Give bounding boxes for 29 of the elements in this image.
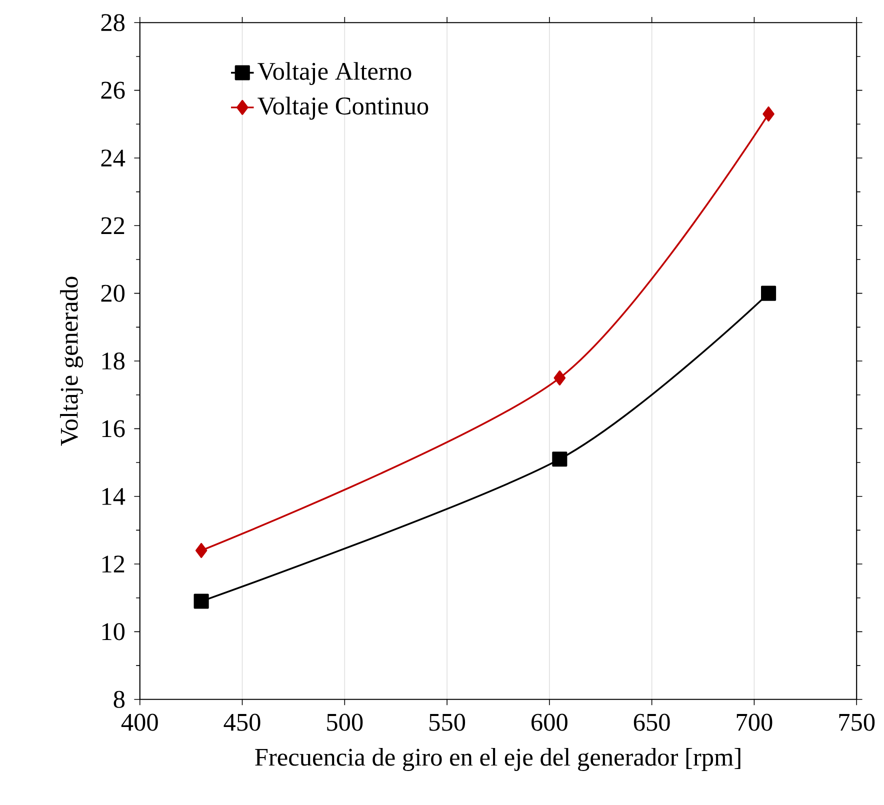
x-tick-label: 650 [634,714,670,732]
x-tick-label: 500 [327,714,363,732]
y-tick-label: 8 [114,691,125,708]
y-tick-label: 10 [102,623,125,640]
y-tick-label: 26 [101,82,125,100]
y-tick-label: 22 [101,217,124,234]
x-tick-label: 600 [532,714,568,732]
y-axis-title: Voltaje generado [60,276,84,446]
point [552,452,568,467]
x-tick-label: 550 [430,714,466,732]
legend-label: Voltaje Alterno [258,62,412,86]
x-axis-title: Frecuencia de giro en el eje del generador [rpm] [255,748,740,772]
x-tick-label: 750 [839,714,875,732]
x-tick-label: 700 [736,714,772,732]
y-tick-label: 14 [102,488,126,505]
y-tick-label: 24 [101,150,126,167]
point [194,594,209,609]
x-tick-label: 450 [224,714,260,732]
point [195,543,208,558]
point [761,286,776,302]
y-tick-label: 18 [102,352,125,370]
x-tick-label: 400 [121,714,158,732]
y-tick-label: 12 [102,556,124,573]
y-tick-label: 28 [101,14,125,32]
point [762,106,774,122]
legend-label: Voltaje Continuo [258,96,428,120]
y-tick-label: 16 [102,420,125,438]
point [554,370,566,386]
y-tick-label: 20 [101,285,125,302]
